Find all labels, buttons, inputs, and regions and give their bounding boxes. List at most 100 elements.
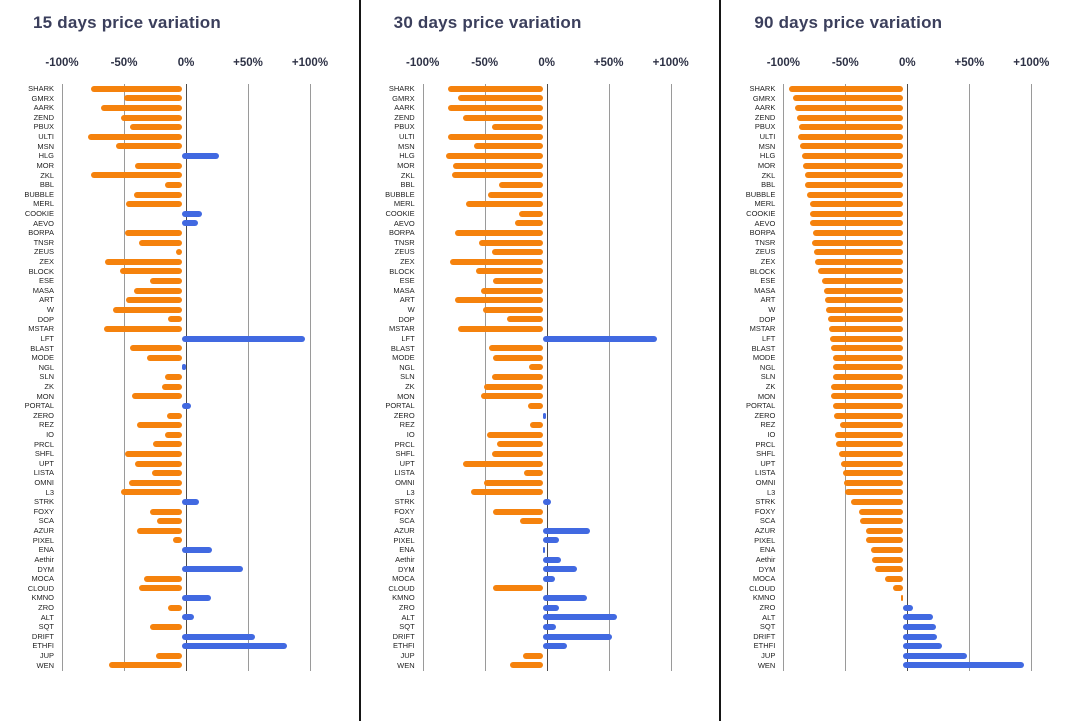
negative-bar	[103, 326, 182, 333]
ticker-label: ESE	[760, 276, 776, 286]
negative-bar	[893, 585, 904, 592]
bar-track	[779, 613, 1027, 623]
gridlines	[422, 84, 672, 671]
negative-bar	[796, 114, 904, 121]
axis-tick-label: +100%	[652, 57, 689, 69]
ticker-label: MSTAR	[388, 324, 415, 334]
bar-track	[58, 440, 306, 450]
ticker-label: MON	[397, 391, 415, 401]
bar-track	[58, 401, 306, 411]
negative-bar	[825, 297, 904, 304]
negative-bar	[812, 229, 904, 236]
chart-row: CLOUD	[361, 584, 720, 594]
ticker-label: SHFL	[395, 449, 415, 459]
ticker-label: DOP	[759, 314, 776, 324]
bar-track	[58, 84, 306, 94]
ticker-label: MODE	[392, 353, 415, 363]
chart-row: GMRX	[0, 94, 359, 104]
bar-track	[419, 142, 667, 152]
chart-row: ZK	[361, 382, 720, 392]
ticker-label: SLN	[39, 372, 54, 382]
ticker-label: AARK	[394, 103, 415, 113]
bar-track	[58, 363, 306, 373]
ticker-label: COOKIE	[24, 208, 54, 218]
chart-row: MSN	[721, 142, 1080, 152]
bar-track	[779, 238, 1027, 248]
negative-bar	[479, 239, 543, 246]
ticker-label: ZRO	[398, 602, 415, 612]
negative-bar	[524, 470, 543, 477]
bar-track	[419, 641, 667, 651]
ticker-label: MOCA	[752, 574, 776, 584]
bar-track	[58, 161, 306, 171]
ticker-label: BORPA	[749, 228, 776, 238]
ticker-label: LFT	[40, 333, 54, 343]
chart-row: WEN	[361, 661, 720, 671]
negative-bar	[506, 316, 543, 323]
gridline	[783, 84, 785, 671]
ticker-label: MODE	[752, 353, 776, 363]
ticker-label: ZEND	[394, 112, 415, 122]
ticker-label: Aethir	[34, 554, 54, 564]
axis-ticks-row: -100% -50% 0% +50% +100%	[406, 57, 689, 71]
positive-bar	[903, 614, 934, 621]
negative-bar	[795, 105, 904, 112]
chart-row: REZ	[361, 420, 720, 430]
axis-tick-label: 0%	[899, 57, 916, 69]
ticker-label: WEN	[757, 660, 776, 670]
chart-row: CLOUD	[721, 584, 1080, 594]
bar-track	[58, 180, 306, 190]
negative-bar	[454, 229, 543, 236]
bar-track	[779, 276, 1027, 286]
negative-bar	[484, 383, 543, 390]
ticker-label: SLN	[760, 372, 776, 382]
chart-row: COOKIE	[0, 209, 359, 219]
bar-track	[58, 353, 306, 363]
bar-track	[58, 411, 306, 421]
ticker-label: COOKIE	[746, 208, 776, 218]
negative-bar	[530, 422, 543, 429]
bar-track	[58, 247, 306, 257]
chart-row: ZEUS	[361, 247, 720, 257]
ticker-label: SHFL	[756, 449, 776, 459]
negative-bar	[132, 393, 182, 400]
negative-bar	[799, 124, 904, 131]
chart-row: HLG	[721, 151, 1080, 161]
chart-row: MOR	[721, 161, 1080, 171]
negative-bar	[491, 249, 543, 256]
ticker-label: UPT	[399, 458, 415, 468]
ticker-label: ZRO	[759, 602, 776, 612]
bar-track	[779, 84, 1027, 94]
negative-bar	[874, 566, 904, 573]
ticker-label: ZEUS	[394, 247, 415, 257]
bar-track	[419, 584, 667, 594]
ticker-label: ZEX	[400, 257, 415, 267]
bar-track	[779, 267, 1027, 277]
chart-row: IO	[0, 430, 359, 440]
chart-row: ZRO	[0, 603, 359, 613]
ticker-label: ETHFI	[32, 641, 54, 651]
ticker-label: MSN	[398, 141, 415, 151]
negative-bar	[448, 105, 543, 112]
negative-bar	[149, 508, 182, 515]
chart-row: ZEUS	[721, 247, 1080, 257]
negative-bar	[120, 268, 182, 275]
bar-track	[58, 267, 306, 277]
ticker-label: GMRX	[31, 93, 55, 103]
negative-bar	[91, 85, 182, 92]
chart-row: SQT	[361, 622, 720, 632]
ticker-label: ALT	[401, 612, 415, 622]
bar-track	[58, 420, 306, 430]
chart-row: UPT	[721, 459, 1080, 469]
bar-track	[419, 180, 667, 190]
chart-row: TNSR	[361, 238, 720, 248]
ticker-label: BBL	[39, 180, 54, 190]
positive-bar	[542, 499, 552, 505]
negative-bar	[493, 277, 543, 284]
bar-track	[779, 151, 1027, 161]
ticker-label: DRIFT	[753, 631, 776, 641]
bar-track	[419, 94, 667, 104]
gridline	[484, 84, 486, 671]
negative-bar	[831, 383, 904, 390]
bar-track	[779, 247, 1027, 257]
